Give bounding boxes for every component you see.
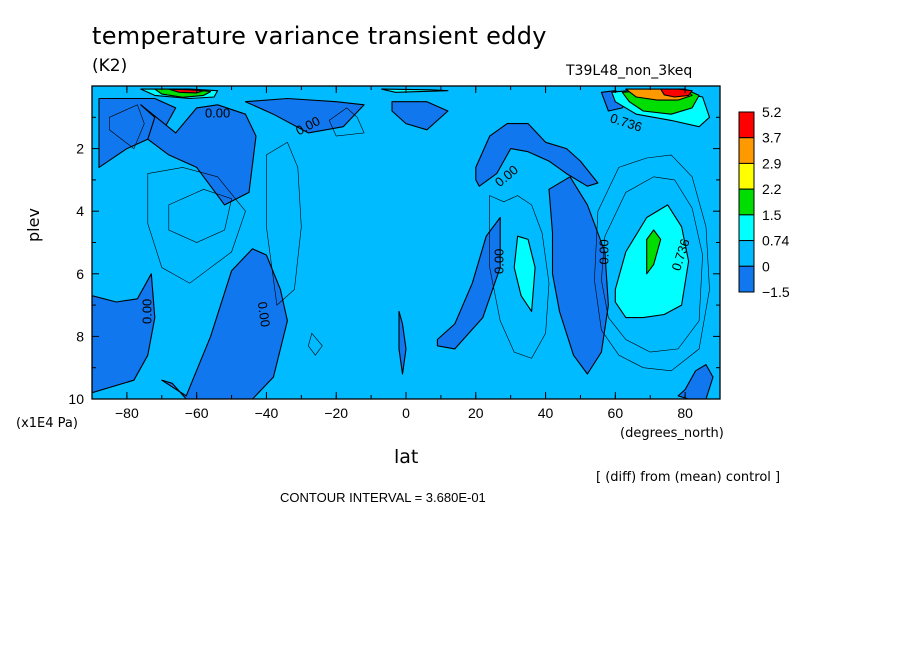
x-tick-label: 40 bbox=[538, 405, 554, 421]
y-tick-label: 10 bbox=[68, 391, 84, 407]
colorbar-swatch bbox=[738, 214, 755, 242]
y-tick-label: 2 bbox=[76, 141, 84, 157]
colorbar-label: −1.5 bbox=[762, 284, 790, 300]
contour-region-positive bbox=[381, 88, 449, 93]
colorbar-label: 1.5 bbox=[762, 207, 782, 223]
chart-title: temperature variance transient eddy bbox=[92, 22, 547, 50]
contour-label: 0.00 bbox=[139, 299, 154, 324]
colorbar-swatch bbox=[738, 265, 755, 293]
x-tick-label: −80 bbox=[115, 405, 139, 421]
colorbar-label: 0 bbox=[762, 258, 770, 274]
x-tick-label: −20 bbox=[324, 405, 348, 421]
y-axis-label: plev bbox=[24, 208, 43, 242]
colorbar-swatch bbox=[738, 188, 755, 216]
contour-interval-label: CONTOUR INTERVAL = 3.680E-01 bbox=[280, 490, 486, 505]
x-tick-label: −40 bbox=[255, 405, 279, 421]
colorbar-swatch bbox=[738, 137, 755, 164]
contour-label: 0.00 bbox=[596, 239, 611, 264]
chart-units: (K2) bbox=[92, 56, 128, 76]
contour-label: 0.00 bbox=[492, 249, 507, 274]
y-tick-label: 6 bbox=[76, 266, 84, 282]
contour-region-negative bbox=[436, 216, 501, 350]
contour-region-high bbox=[646, 229, 662, 275]
contour-region-top bbox=[660, 88, 693, 98]
y-tick-label: 4 bbox=[76, 203, 84, 219]
x-tick-label: 20 bbox=[468, 405, 484, 421]
colorbar-label: 2.9 bbox=[762, 155, 782, 171]
contour-label: 0.00 bbox=[205, 106, 230, 121]
run-label: T39L48_non_3keq bbox=[566, 63, 693, 79]
contour-label: 0.00 bbox=[255, 301, 273, 328]
colorbar-label: 5.2 bbox=[762, 104, 782, 120]
contour-line bbox=[594, 154, 710, 372]
contour-region-negative bbox=[677, 364, 714, 399]
x-axis-label: lat bbox=[394, 446, 419, 468]
contour-region-top bbox=[168, 88, 205, 94]
contour-line bbox=[601, 176, 703, 353]
colorbar-label: 2.2 bbox=[762, 181, 782, 197]
contour-region-negative bbox=[140, 104, 257, 206]
contour-region-negative bbox=[92, 273, 156, 394]
contour-line bbox=[307, 332, 323, 356]
y-tick-label: 8 bbox=[76, 328, 84, 344]
x-tick-label: 60 bbox=[608, 405, 624, 421]
contour-region-negative bbox=[98, 97, 177, 168]
contour-line bbox=[109, 104, 145, 150]
contour-region-positive bbox=[513, 235, 536, 312]
colorbar-label: 0.74 bbox=[762, 233, 789, 249]
contour-line bbox=[489, 195, 550, 359]
contour-line bbox=[266, 141, 302, 306]
contour-region-negative bbox=[398, 310, 407, 375]
contour-region-negative bbox=[548, 176, 609, 375]
contour-line bbox=[328, 107, 365, 137]
colorbar-label: 3.7 bbox=[762, 130, 782, 146]
contour-line bbox=[147, 167, 246, 284]
colorbar-swatch bbox=[738, 162, 755, 190]
contour-region-negative bbox=[244, 97, 365, 134]
colorbar-swatch bbox=[738, 240, 755, 267]
colorbar-swatch bbox=[738, 111, 755, 139]
contour-region-negative bbox=[161, 248, 288, 399]
x-axis-units: (degrees_north) bbox=[620, 426, 724, 441]
y-axis-units: (x1E4 Pa) bbox=[16, 416, 78, 431]
x-tick-label: −60 bbox=[185, 405, 209, 421]
diff-note: [ (diff) from (mean) control ] bbox=[596, 470, 781, 485]
x-tick-label: 80 bbox=[677, 405, 693, 421]
contour-line bbox=[168, 188, 232, 243]
contour-region-negative bbox=[391, 101, 449, 131]
contour-region-negative bbox=[475, 123, 599, 187]
x-tick-label: 0 bbox=[402, 405, 410, 421]
